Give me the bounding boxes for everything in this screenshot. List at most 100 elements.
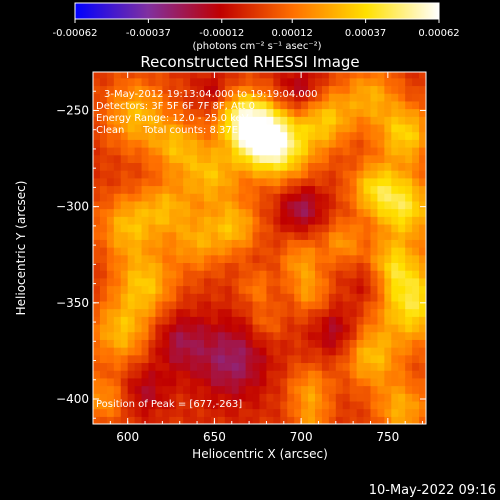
heatmap-cell	[287, 223, 295, 233]
heatmap-cell	[141, 200, 150, 210]
heatmap-cell	[419, 239, 426, 248]
heatmap-cell	[224, 393, 233, 402]
heatmap-cell	[169, 347, 177, 356]
heatmap-cell	[127, 216, 136, 225]
heatmap-cell	[134, 162, 143, 171]
heatmap-cell	[342, 300, 351, 310]
heatmap-cell	[155, 385, 163, 394]
heatmap-cell	[412, 270, 420, 279]
heatmap-cell	[294, 154, 302, 163]
heatmap-cell	[169, 85, 177, 94]
heatmap-cell	[377, 416, 385, 424]
heatmap-cell	[183, 177, 191, 187]
heatmap-cell	[127, 185, 136, 194]
heatmap-cell	[148, 416, 157, 424]
heatmap-cell	[127, 85, 136, 94]
heatmap-cell	[113, 72, 122, 79]
heatmap-cell	[370, 393, 379, 402]
heatmap-cell	[93, 270, 101, 279]
heatmap-cell	[134, 239, 143, 248]
heatmap-cell	[113, 377, 122, 387]
heatmap-cell	[176, 116, 184, 125]
heatmap-cell	[252, 254, 261, 264]
heatmap-cell	[280, 377, 288, 387]
heatmap-cell	[342, 72, 351, 79]
heatmap-cell	[113, 416, 122, 424]
heatmap-cell	[315, 293, 323, 302]
heatmap-cell	[384, 347, 392, 356]
heatmap-cell	[377, 208, 385, 217]
heatmap-cell	[210, 308, 219, 317]
heatmap-cell	[155, 370, 163, 379]
heatmap-cell	[231, 216, 240, 225]
heatmap-cell	[162, 77, 170, 87]
heatmap-cell	[224, 347, 233, 356]
heatmap-cell	[398, 154, 406, 163]
heatmap-cell	[405, 331, 413, 340]
heatmap-cell	[391, 139, 399, 148]
heatmap-cell	[370, 223, 379, 233]
heatmap-cell	[363, 385, 372, 394]
heatmap-cell	[391, 347, 399, 356]
heatmap-cell	[328, 393, 337, 402]
heatmap-cell	[238, 185, 247, 194]
heatmap-cell	[231, 147, 240, 156]
heatmap-cell	[252, 200, 261, 210]
heatmap-cell	[217, 300, 226, 310]
heatmap-cell	[370, 116, 379, 125]
heatmap-cell	[197, 254, 205, 264]
heatmap-cell	[294, 339, 302, 348]
heatmap-cell	[190, 323, 198, 333]
heatmap-cell	[287, 200, 295, 210]
heatmap-cell	[252, 223, 261, 233]
heatmap-cell	[120, 108, 129, 117]
heatmap-cell	[377, 123, 385, 133]
heatmap-cell	[384, 131, 392, 140]
heatmap-cell	[356, 354, 365, 364]
heatmap-cell	[106, 208, 115, 217]
heatmap-cell	[377, 354, 385, 364]
heatmap-cell	[238, 139, 247, 148]
heatmap-cell	[335, 370, 344, 379]
heatmap-cell	[391, 285, 399, 294]
heatmap-cell	[93, 116, 101, 125]
heatmap-cell	[176, 200, 184, 210]
heatmap-cell	[301, 108, 309, 117]
heatmap-cell	[370, 316, 379, 325]
heatmap-cell	[169, 139, 177, 148]
annotation-method: Clean	[96, 125, 124, 136]
heatmap-cell	[419, 270, 426, 279]
heatmap-cell	[120, 154, 129, 163]
heatmap-cell	[238, 339, 247, 348]
heatmap-cell	[217, 131, 226, 140]
heatmap-cell	[377, 177, 385, 187]
heatmap-cell	[148, 362, 157, 371]
heatmap-cell	[266, 362, 274, 371]
heatmap-cell	[245, 331, 254, 340]
heatmap-cell	[280, 400, 288, 410]
heatmap-cell	[113, 77, 122, 87]
heatmap-cell	[273, 177, 281, 187]
heatmap-cell	[315, 331, 323, 340]
heatmap-cell	[349, 293, 358, 302]
heatmap-cell	[210, 100, 219, 110]
heatmap-cell	[113, 316, 122, 325]
heatmap-cell	[217, 416, 226, 424]
heatmap-cell	[134, 177, 143, 187]
heatmap-cell	[120, 162, 129, 171]
heatmap-cell	[412, 93, 420, 102]
heatmap-cell	[266, 170, 274, 179]
heatmap-cell	[141, 231, 150, 240]
heatmap-cell	[148, 385, 157, 394]
heatmap-cell	[224, 231, 233, 240]
heatmap-cell	[370, 362, 379, 371]
heatmap-cell	[190, 400, 198, 410]
heatmap-cell	[349, 247, 358, 256]
heatmap-cell	[398, 285, 406, 294]
heatmap-cell	[231, 208, 240, 217]
heatmap-cell	[134, 416, 143, 424]
heatmap-cell	[419, 408, 426, 417]
heatmap-cell	[412, 331, 420, 340]
heatmap-cell	[231, 347, 240, 356]
heatmap-cell	[148, 339, 157, 348]
